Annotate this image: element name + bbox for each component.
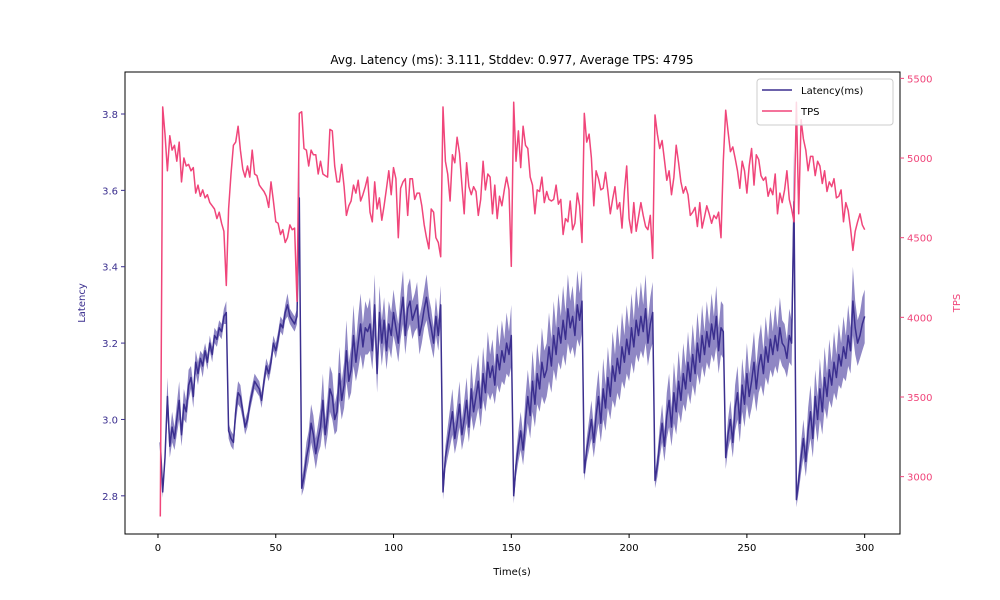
x-tick-label: 250 bbox=[737, 543, 756, 554]
line-layer bbox=[159, 101, 866, 517]
plot-area bbox=[159, 101, 866, 517]
x-axis: 0 50 100 150 200 250 300 bbox=[155, 534, 874, 554]
legend-label-tps: TPS bbox=[800, 107, 820, 118]
y-axis-left-label: Latency bbox=[77, 283, 88, 323]
x-tick-label: 200 bbox=[620, 543, 639, 554]
x-axis-label: Time(s) bbox=[492, 567, 531, 578]
tps-series-line bbox=[159, 101, 866, 517]
y-left-tick-label: 3.2 bbox=[102, 339, 118, 350]
y-left-tick-label: 3.4 bbox=[102, 263, 118, 274]
y-left-tick-label: 2.8 bbox=[102, 492, 118, 503]
x-tick-label: 0 bbox=[155, 543, 161, 554]
chart-title: Avg. Latency (ms): 3.111, Stddev: 0.977,… bbox=[330, 53, 693, 67]
y-right-tick-label: 3000 bbox=[907, 473, 932, 484]
x-tick-label: 150 bbox=[502, 543, 521, 554]
legend-label-latency: Latency(ms) bbox=[801, 86, 863, 97]
y-right-tick-label: 4000 bbox=[907, 313, 932, 324]
plot-frame bbox=[124, 71, 901, 535]
y-right-tick-label: 5000 bbox=[907, 154, 932, 165]
y-right-tick-label: 4500 bbox=[907, 234, 932, 245]
x-tick-label: 300 bbox=[855, 543, 874, 554]
x-tick-label: 100 bbox=[384, 543, 403, 554]
x-tick-label: 50 bbox=[269, 543, 282, 554]
latency-stddev-band bbox=[160, 144, 865, 508]
latency-stddev-band-layer bbox=[160, 144, 865, 508]
y-axis-left: 2.8 3.0 3.2 3.4 3.6 3.8 bbox=[102, 110, 125, 503]
y-left-tick-label: 3.6 bbox=[102, 186, 118, 197]
y-left-tick-label: 3.8 bbox=[102, 110, 118, 121]
y-right-tick-label: 3500 bbox=[907, 393, 932, 404]
latency-series-line bbox=[159, 197, 866, 501]
y-axis-right-label: TPS bbox=[952, 294, 963, 314]
y-axis-right: 3000 3500 4000 4500 5000 5500 bbox=[900, 74, 932, 484]
y-left-tick-label: 3.0 bbox=[102, 415, 118, 426]
legend: Latency(ms) TPS bbox=[756, 78, 894, 126]
y-right-tick-label: 5500 bbox=[907, 74, 932, 85]
